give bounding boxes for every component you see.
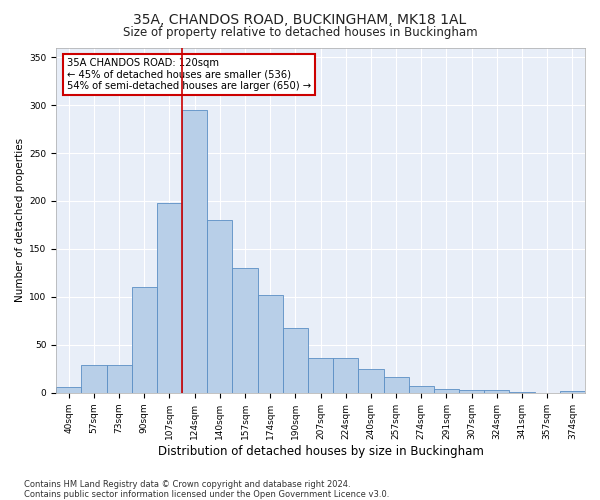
Bar: [107, 365, 131, 393]
Text: Contains HM Land Registry data © Crown copyright and database right 2024.: Contains HM Land Registry data © Crown c…: [24, 480, 350, 489]
Bar: [333, 358, 358, 393]
Text: Size of property relative to detached houses in Buckingham: Size of property relative to detached ho…: [122, 26, 478, 39]
Bar: [56, 387, 82, 393]
Bar: [232, 268, 257, 393]
Bar: [409, 386, 434, 393]
Text: Contains public sector information licensed under the Open Government Licence v3: Contains public sector information licen…: [24, 490, 389, 499]
Bar: [308, 358, 333, 393]
Bar: [459, 390, 484, 393]
Bar: [257, 295, 283, 393]
Bar: [82, 365, 107, 393]
Bar: [207, 220, 232, 393]
Bar: [131, 288, 157, 393]
Bar: [283, 328, 308, 393]
Bar: [484, 390, 509, 393]
Bar: [358, 369, 383, 393]
Bar: [434, 389, 459, 393]
Text: 35A, CHANDOS ROAD, BUCKINGHAM, MK18 1AL: 35A, CHANDOS ROAD, BUCKINGHAM, MK18 1AL: [133, 12, 467, 26]
Text: 35A CHANDOS ROAD: 120sqm
← 45% of detached houses are smaller (536)
54% of semi-: 35A CHANDOS ROAD: 120sqm ← 45% of detach…: [67, 58, 311, 91]
Bar: [182, 110, 207, 393]
Bar: [509, 392, 535, 393]
Y-axis label: Number of detached properties: Number of detached properties: [15, 138, 25, 302]
Bar: [560, 391, 585, 393]
X-axis label: Distribution of detached houses by size in Buckingham: Distribution of detached houses by size …: [158, 444, 484, 458]
Bar: [157, 203, 182, 393]
Bar: [383, 378, 409, 393]
